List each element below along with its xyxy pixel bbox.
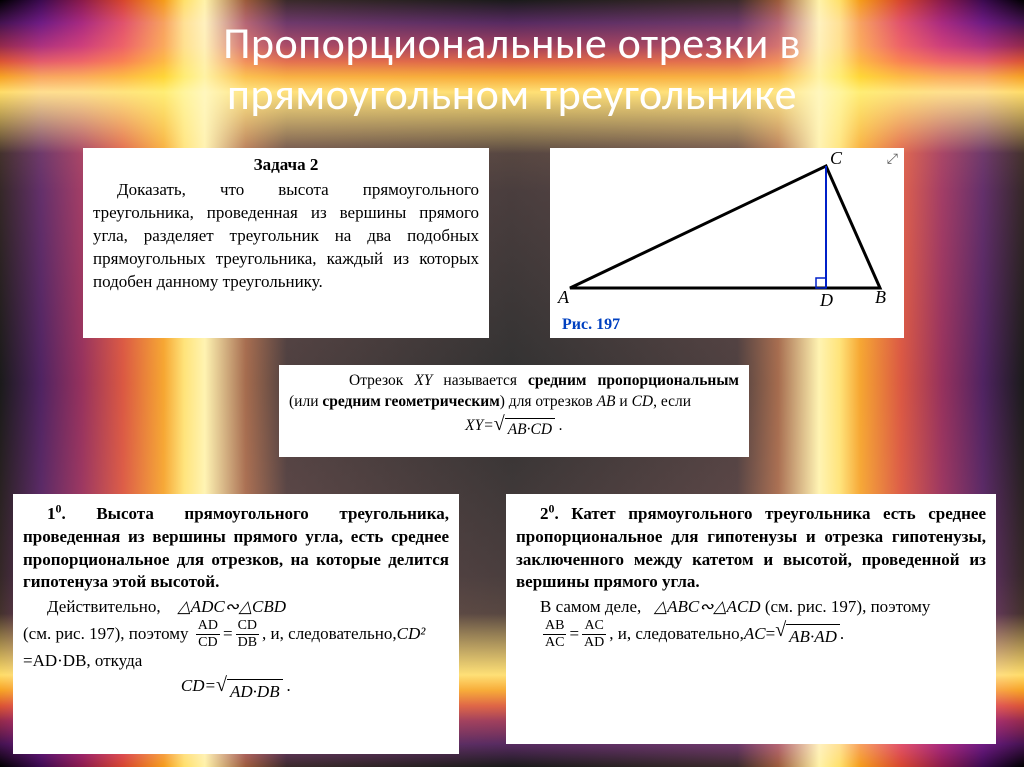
label-A: A <box>557 287 570 307</box>
title-line-2: прямоугольном треугольнике <box>227 67 797 121</box>
theorem2-proof: В самом деле, △ABC∾△ACD (см. рис. 197), … <box>516 596 986 619</box>
task-text: Доказать, что высота прямоугольного треу… <box>93 179 479 294</box>
definition-formula: XY=√AB·CD . <box>289 415 739 441</box>
task-panel: Задача 2 Доказать, что высота прямоуголь… <box>83 148 489 338</box>
theorem1-statement: 10. Высота прямоугольного треугольника, … <box>23 500 449 594</box>
triangle-svg: A B C D <box>550 148 904 308</box>
title-line-1: Пропорциональные отрезки в <box>223 16 801 70</box>
theorem1-math1: (см. рис. 197), поэтому ADCD = CDDB , и,… <box>23 619 449 673</box>
expand-icon[interactable]: ⤢ <box>887 152 898 168</box>
definition-panel: Отрезок XY называется средним пропорцион… <box>279 365 749 457</box>
theorem2-statement: 20. Катет прямоугольного треугольника ес… <box>516 500 986 594</box>
label-D: D <box>819 290 833 308</box>
slide-title: Пропорциональные отрезки в прямоугольном… <box>0 18 1024 119</box>
label-B: B <box>875 287 886 307</box>
theorem2-panel: 20. Катет прямоугольного треугольника ес… <box>506 494 996 744</box>
definition-text: Отрезок XY называется средним пропорцион… <box>289 371 739 413</box>
label-C: C <box>830 148 843 168</box>
diagram-caption: Рис. 197 <box>562 316 620 334</box>
diagram-panel: ⤢ A B C D Рис. 197 <box>550 148 904 338</box>
theorem1-proof: Действительно, △ADC∾△CBD <box>23 596 449 619</box>
triangle-ABC <box>570 166 880 288</box>
task-heading: Задача 2 <box>93 154 479 177</box>
theorem2-math1: ABAC = ACAD , и, следовательно, AC=√AB·A… <box>540 619 986 650</box>
theorem1-panel: 10. Высота прямоугольного треугольника, … <box>13 494 459 754</box>
theorem1-result: CD=√AD·DB . <box>23 675 449 704</box>
